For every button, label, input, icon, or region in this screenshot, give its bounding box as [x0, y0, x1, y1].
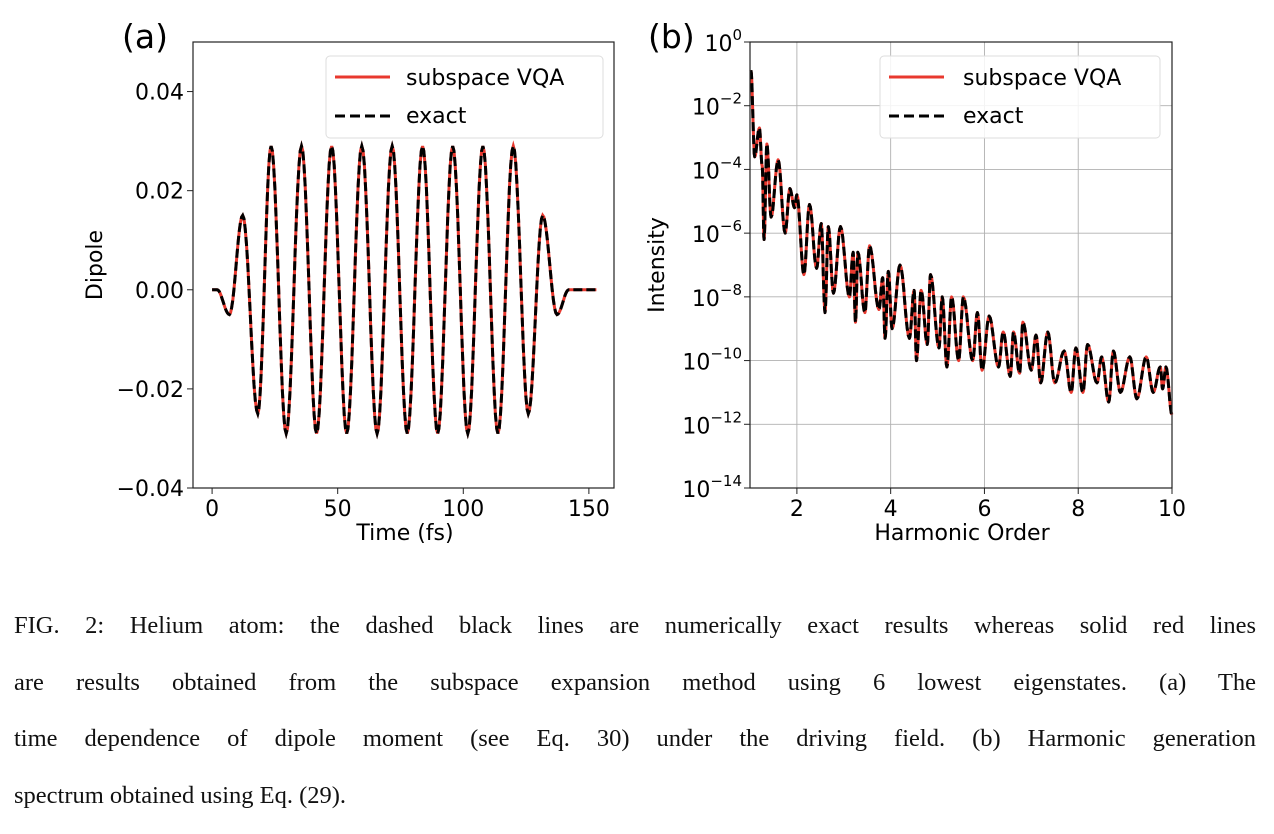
tick-exponent: 0: [732, 26, 742, 44]
tick-exponent: −14: [710, 472, 742, 490]
legend-label-exact: exact: [963, 104, 1024, 129]
x-tick-label: 150: [568, 497, 610, 522]
x-tick-label: 4: [884, 497, 898, 522]
x-tick-label: 100: [442, 497, 484, 522]
panel-a-legend: subspace VQA exact: [325, 55, 604, 139]
x-tick-label: 6: [977, 497, 991, 522]
panel-a-label: (a): [122, 17, 168, 56]
figure-caption: FIG. 2: Helium atom: the dashed black li…: [14, 598, 1256, 824]
y-tick-label: −0.04: [117, 477, 184, 502]
tick-base: 10: [682, 414, 710, 439]
caption-line: spectrum obtained using Eq. (29).: [14, 781, 347, 809]
panel-b-legend: subspace VQA exact: [879, 55, 1161, 139]
y-tick-label: 10−10: [682, 345, 742, 376]
panel-a-series: [212, 140, 597, 440]
panel-a-x-axis-label: Time (fs): [355, 521, 453, 546]
tick-exponent: −6: [720, 217, 742, 235]
tick-base: 10: [692, 96, 720, 121]
tick-base: 10: [682, 351, 710, 376]
tick-base: 10: [692, 287, 720, 312]
y-tick-label: 10−12: [682, 408, 742, 439]
caption-line: time dependence of dipole moment (see Eq…: [14, 725, 1256, 752]
panel-b-x-axis-label: Harmonic Order: [874, 521, 1050, 546]
x-tick-label: 10: [1158, 497, 1186, 522]
legend-box: [325, 55, 604, 139]
y-tick-label: 10−4: [692, 153, 742, 184]
legend-label-vqa: subspace VQA: [963, 66, 1121, 91]
panel-b-spectrum-chart: (b) 2 4 6 8 1010010−210−410−610−810−1010−121…: [645, 17, 1186, 546]
caption-line: FIG. 2: Helium atom: the dashed black li…: [14, 612, 1256, 639]
tick-base: 10: [682, 478, 710, 503]
tick-exponent: −10: [710, 345, 742, 363]
legend-label-vqa: subspace VQA: [406, 66, 564, 91]
y-tick-label: 10−14: [682, 472, 742, 503]
panel-a-dipole-chart: (a) 0 50 100 150 −0.04 −0.02 0.00 0.02 0.04 subs…: [83, 17, 615, 546]
tick-base: 10: [692, 159, 720, 184]
tick-base: 10: [704, 32, 732, 57]
panel-a-y-axis-label: Dipole: [83, 230, 108, 300]
y-tick-label: −0.02: [117, 378, 184, 403]
tick-exponent: −8: [720, 281, 742, 299]
series-exact: [212, 140, 597, 440]
tick-base: 10: [692, 223, 720, 248]
panel-b-series: [749, 69, 1174, 416]
x-tick-label: 2: [790, 497, 804, 522]
legend-label-exact: exact: [406, 104, 467, 129]
y-tick-label: 0.00: [135, 279, 184, 304]
figure-2: (a) 0 50 100 150−0.04−0.020.000.020.04 subs…: [83, 17, 1186, 546]
y-tick-label: 0.02: [135, 180, 184, 205]
y-tick-label: 10−2: [692, 90, 742, 121]
series-exact: [749, 69, 1174, 416]
legend-box: [879, 55, 1161, 139]
panel-b-frame: [749, 41, 1173, 489]
caption-line: are results obtained from the subspace e…: [14, 668, 1256, 696]
panel-b-y-axis-label: Intensity: [645, 217, 670, 313]
x-tick-label: 50: [324, 497, 352, 522]
panel-b-label: (b): [648, 17, 695, 56]
y-tick-label: 10−8: [692, 281, 742, 312]
tick-exponent: −4: [720, 153, 742, 171]
y-tick-label: 0.04: [135, 81, 184, 106]
x-tick-label: 0: [205, 497, 219, 522]
tick-exponent: −12: [710, 408, 742, 426]
x-tick-label: 8: [1071, 497, 1085, 522]
y-tick-label: 100: [704, 26, 742, 57]
tick-exponent: −2: [720, 90, 742, 108]
y-tick-label: 10−6: [692, 217, 742, 248]
